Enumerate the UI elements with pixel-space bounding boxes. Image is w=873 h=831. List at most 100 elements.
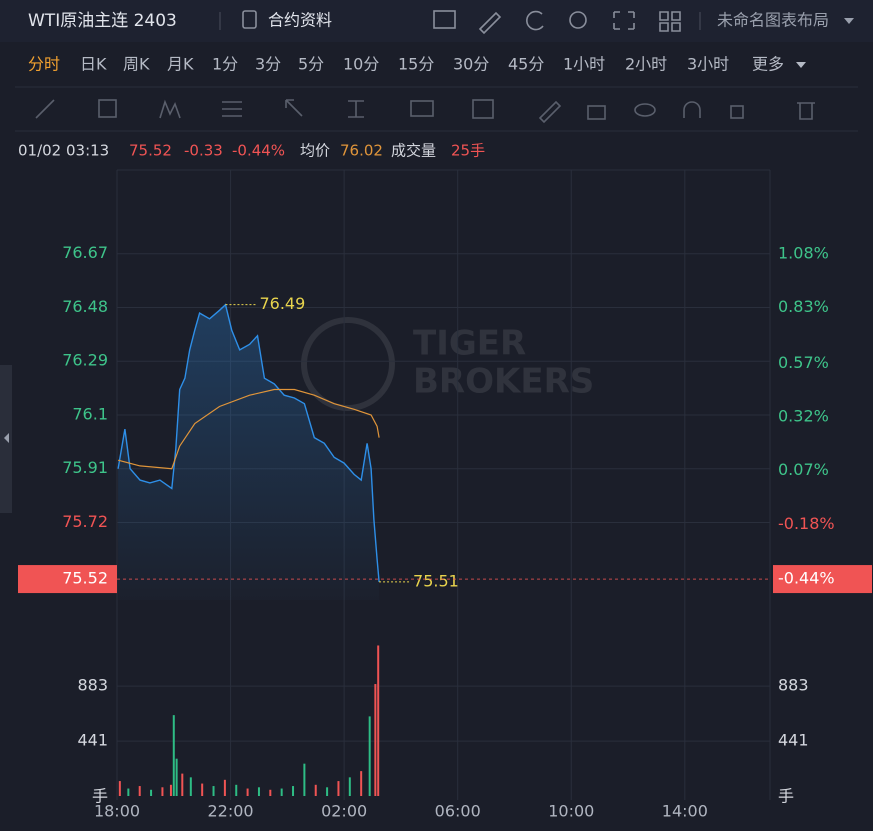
volume-bar — [377, 645, 380, 796]
y-tick-label: 441 — [77, 731, 108, 750]
drawing-tools — [35, 99, 815, 124]
refresh-icon[interactable] — [526, 10, 544, 31]
timeframe[interactable]: 2小时 — [625, 55, 667, 74]
volume-bar — [292, 786, 295, 796]
tool-rect[interactable] — [98, 99, 117, 118]
chart-icon[interactable] — [433, 10, 456, 29]
volume-bar — [280, 788, 283, 796]
tool-measure[interactable] — [348, 100, 364, 118]
timeframe[interactable]: 10分 — [343, 55, 379, 74]
avg-line — [117, 388, 380, 470]
volume-bar — [169, 784, 172, 796]
chart: 18:00 22:00 02:00 06:00 10:00 14:00 76.67 76.48… — [18, 169, 872, 821]
watermark-text: TIGER — [413, 324, 526, 364]
y2-tick-label: 0.57% — [778, 353, 829, 372]
y2-tick-label: 0.32% — [778, 406, 829, 425]
symbol[interactable]: WTI原油主连 2403 — [28, 11, 177, 31]
tool-line[interactable] — [35, 99, 55, 119]
info-change: -0.33 — [184, 142, 223, 160]
info-pct: -0.44% — [232, 142, 285, 160]
info-line: 01/02 03:13 75.52 -0.33 -0.44% 均价 76.02 … — [18, 142, 485, 160]
dropdown-arrow[interactable] — [844, 18, 854, 24]
timeframe-bar: 分时 日K 周K 月K 1分 3分 5分 10分 15分 30分 45分 1小时 2小时 3小时 更多 — [28, 55, 806, 74]
timeframe[interactable]: 5分 — [298, 55, 324, 74]
watermark-text: BROKERS — [413, 362, 594, 402]
timeframe[interactable]: 15分 — [398, 55, 434, 74]
volume-bar — [235, 784, 238, 796]
timeframe[interactable]: 1小时 — [563, 55, 605, 74]
y2-tick-label: 1.08% — [778, 243, 829, 262]
info-avg: 76.02 — [340, 142, 383, 160]
y-tick-label: 75.72 — [62, 512, 108, 531]
tool-magnet[interactable] — [683, 101, 701, 118]
timeframe[interactable]: 周K — [123, 55, 150, 74]
volume-bar — [326, 787, 329, 796]
contract-info[interactable]: 合约资料 — [268, 11, 332, 30]
doc-icon[interactable] — [242, 10, 257, 29]
tool-fib[interactable] — [222, 101, 242, 117]
tool-eye[interactable] — [634, 103, 656, 117]
volume-bar — [118, 781, 121, 796]
volume-bar — [246, 788, 249, 796]
tool-text[interactable] — [410, 100, 434, 117]
volume-bar — [374, 684, 377, 796]
top-bar — [0, 0, 873, 42]
edit-icon[interactable] — [478, 11, 502, 35]
tool-copy[interactable] — [730, 105, 744, 119]
timeframe[interactable]: 更多 — [752, 55, 784, 74]
dropdown-arrow[interactable] — [796, 62, 806, 68]
side-arrow[interactable] — [4, 433, 9, 443]
current-pct-box — [773, 565, 872, 594]
price-area — [118, 304, 380, 600]
y-tick-label: 76.67 — [62, 243, 108, 262]
current-pct-label: -0.44% — [778, 569, 835, 588]
timeframe[interactable]: 3分 — [255, 55, 281, 74]
volume-bar — [303, 763, 306, 796]
timeframe[interactable]: 3小时 — [687, 55, 729, 74]
volume-bar — [189, 777, 192, 796]
info-price: 75.52 — [129, 142, 172, 160]
top-icons — [433, 10, 681, 35]
fullscreen-icon[interactable] — [613, 11, 635, 30]
volume-bar — [314, 784, 317, 796]
info-time: 01/02 03:13 — [18, 142, 109, 160]
y2-tick-label: -0.18% — [778, 514, 835, 533]
y-tick-label: 76.48 — [62, 297, 108, 316]
timeframe[interactable]: 30分 — [453, 55, 489, 74]
current-price-label: 75.52 — [62, 569, 108, 588]
tool-arrow[interactable] — [285, 99, 303, 117]
tool-wave[interactable] — [159, 99, 181, 119]
timeframe[interactable]: 分时 — [28, 55, 60, 74]
price-line — [117, 303, 380, 582]
y-tick-label: 883 — [77, 676, 108, 695]
volume-bar — [212, 786, 215, 796]
info-vol-label: 成交量 — [391, 142, 436, 160]
tool-bars[interactable] — [472, 99, 494, 119]
x-tick-label: 02:00 — [321, 802, 367, 821]
volume-bar — [348, 777, 351, 796]
volume-bar — [360, 771, 363, 796]
y-tick-label: 75.91 — [62, 458, 108, 477]
tool-delete[interactable] — [797, 102, 815, 120]
volume-bar — [257, 787, 260, 796]
volume-bar — [269, 789, 272, 796]
volume-bar — [175, 758, 178, 796]
layout-name[interactable]: 未命名图表布局 — [717, 11, 829, 30]
timeframe[interactable]: 45分 — [508, 55, 544, 74]
x-tick-label: 22:00 — [208, 802, 254, 821]
timeframe[interactable]: 月K — [167, 55, 194, 74]
volume-bar — [337, 781, 340, 796]
annotation-label: 75.51 — [413, 571, 459, 590]
tool-lock[interactable] — [587, 105, 606, 120]
volume-bar — [223, 779, 226, 796]
tool-pen[interactable] — [538, 100, 562, 124]
volume-bar — [368, 716, 371, 796]
timeframe[interactable]: 日K — [80, 55, 107, 74]
volume-bar — [172, 715, 175, 796]
settings-icon[interactable] — [569, 11, 587, 29]
layout-icon[interactable] — [659, 11, 681, 32]
timeframe[interactable]: 1分 — [212, 55, 238, 74]
y-tick-label: 76.1 — [72, 404, 108, 423]
